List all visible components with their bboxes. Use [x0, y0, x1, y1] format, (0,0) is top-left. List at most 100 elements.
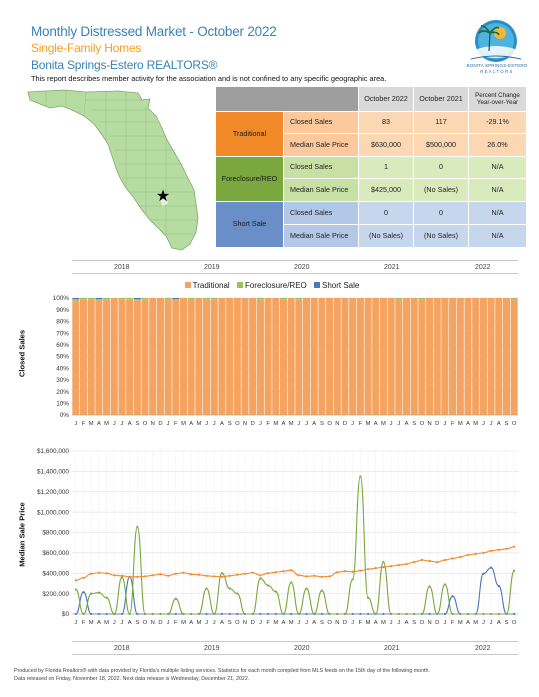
x-month-label: A — [466, 421, 470, 427]
bar-foreclosure-reo — [395, 298, 403, 300]
association-name: Bonita Springs-Estero REALTORS® — [31, 58, 218, 72]
point-short-sale — [82, 590, 85, 594]
point-traditional — [82, 576, 85, 579]
point-traditional — [343, 570, 347, 573]
x-month-label: A — [312, 421, 316, 427]
x-month-label: D — [251, 620, 255, 626]
point-traditional — [197, 573, 200, 576]
point-foreclosure-reo — [259, 577, 262, 580]
point-foreclosure-reo — [205, 587, 208, 590]
year-label: 2022 — [475, 645, 491, 652]
y-tick-label: 10% — [56, 401, 69, 408]
bar-traditional — [72, 300, 80, 415]
bar-traditional — [326, 298, 334, 415]
point-traditional — [297, 574, 300, 577]
report-description: This report describes member activity fo… — [31, 74, 387, 83]
x-month-label: M — [366, 620, 371, 626]
bar-traditional — [241, 298, 249, 415]
y-tick-label: 80% — [56, 319, 69, 326]
x-month-label: M — [104, 620, 109, 626]
bar-traditional — [333, 298, 341, 415]
year-label: 2018 — [114, 264, 130, 271]
value-cell: 0 — [359, 202, 413, 224]
point-foreclosure-reo — [366, 596, 370, 599]
point-short-sale — [451, 595, 454, 598]
y-tick-label: $1,000,000 — [37, 509, 69, 516]
bar-foreclosure-reo — [510, 298, 518, 300]
bar-foreclosure-reo — [418, 298, 426, 300]
bar-traditional — [349, 298, 357, 415]
point-traditional — [451, 557, 454, 560]
bar-traditional — [418, 299, 426, 415]
bar-foreclosure-reo — [141, 298, 149, 300]
bar-traditional — [203, 299, 211, 415]
point-traditional — [390, 565, 393, 568]
point-traditional — [459, 555, 462, 559]
x-month-label: A — [220, 421, 224, 427]
year-label: 2020 — [294, 645, 310, 652]
x-month-label: D — [343, 421, 347, 427]
point-traditional — [351, 570, 354, 573]
x-month-label: S — [412, 421, 416, 427]
bar-foreclosure-reo — [164, 298, 172, 300]
x-month-label: O — [512, 620, 517, 626]
value-cell: 0 — [414, 157, 468, 178]
x-month-label: D — [251, 421, 255, 427]
point-traditional — [466, 553, 470, 557]
x-month-label: J — [74, 421, 77, 427]
row-label: Median Sale Price — [284, 225, 358, 247]
x-month-label: J — [113, 620, 116, 626]
point-foreclosure-reo — [236, 592, 239, 595]
x-month-label: J — [259, 620, 262, 626]
row-label: Closed Sales — [284, 157, 358, 178]
x-month-label: M — [196, 421, 201, 427]
y-tick-label: $1,600,000 — [37, 448, 69, 455]
point-traditional — [482, 551, 485, 554]
bar-traditional — [210, 299, 218, 415]
point-traditional — [405, 562, 408, 566]
point-short-sale — [482, 572, 485, 575]
value-cell: (No Sales) — [414, 179, 468, 201]
x-month-label: N — [243, 421, 247, 427]
x-month-label: J — [113, 421, 116, 427]
association-logo — [470, 20, 522, 62]
x-month-label: M — [89, 421, 94, 427]
point-foreclosure-reo — [136, 525, 139, 528]
bar-foreclosure-reo — [295, 298, 303, 300]
x-month-label: M — [289, 421, 294, 427]
point-foreclosure-reo — [97, 591, 101, 594]
bar-traditional — [433, 298, 441, 415]
x-month-label: N — [151, 620, 155, 626]
x-month-label: A — [189, 620, 193, 626]
x-month-label: S — [135, 620, 139, 626]
x-month-label: N — [243, 620, 247, 626]
y-tick-label: $200,000 — [42, 591, 69, 598]
value-cell: N/A — [469, 179, 526, 201]
x-month-label: N — [335, 620, 339, 626]
value-cell: N/A — [469, 225, 526, 247]
year-label: 2021 — [384, 645, 400, 652]
row-label: Median Sale Price — [284, 179, 358, 201]
value-cell: 83 — [359, 112, 413, 133]
point-traditional — [413, 560, 416, 564]
x-month-label: M — [181, 421, 186, 427]
bar-short-sale — [72, 298, 80, 300]
bar-foreclosure-reo — [72, 299, 80, 301]
x-month-label: J — [390, 421, 393, 427]
x-month-label: J — [305, 620, 308, 626]
bar-traditional — [126, 299, 134, 415]
point-traditional — [174, 572, 177, 575]
point-foreclosure-reo — [359, 475, 362, 478]
point-traditional — [428, 559, 431, 563]
x-month-label: J — [167, 421, 170, 427]
x-month-label: A — [374, 620, 378, 626]
bar-foreclosure-reo — [203, 298, 211, 300]
point-traditional — [228, 574, 231, 577]
bar-traditional — [164, 299, 172, 415]
bar-traditional — [95, 300, 103, 415]
bar-traditional — [272, 298, 280, 415]
value-cell: $500,000 — [414, 134, 468, 156]
bar-traditional — [395, 299, 403, 415]
x-month-label: M — [473, 620, 478, 626]
point-foreclosure-reo — [443, 583, 447, 586]
